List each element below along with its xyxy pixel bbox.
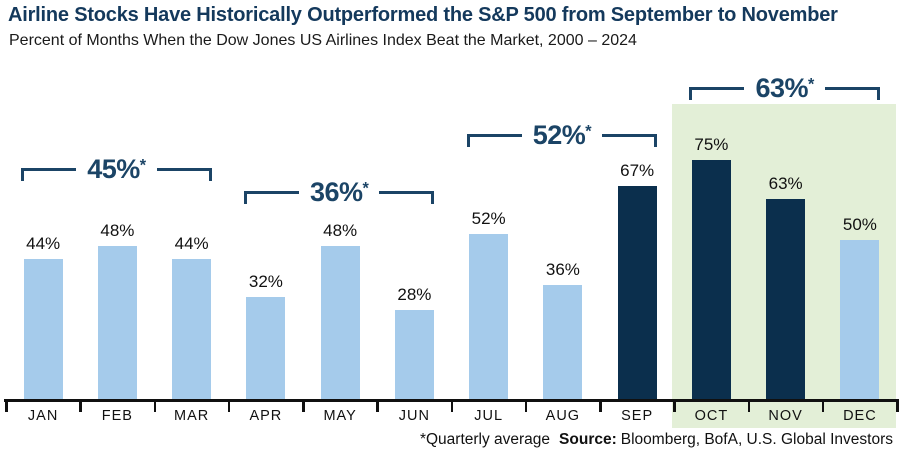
x-axis-tick [524, 399, 528, 412]
bracket-end-left [466, 133, 470, 147]
bracket-line [21, 167, 77, 171]
quarter-average-label-q2: 36%* [309, 176, 369, 207]
x-axis-label-sep: SEP [621, 408, 654, 424]
x-axis-tick [673, 399, 676, 412]
bar-value-label-may: 48% [323, 221, 358, 240]
x-axis-tick [747, 399, 750, 412]
bracket-line [602, 133, 658, 137]
footnote-text: *Quarterly average [419, 431, 551, 448]
x-axis-tick [821, 399, 825, 412]
quarter-average-label-q3: 52%* [532, 119, 592, 150]
x-axis-label-jun: JUN [398, 408, 430, 424]
quarter-bracket-q4: 63%* [689, 72, 880, 104]
x-axis-label-jul: JUL [474, 408, 504, 424]
bar-jul [469, 234, 509, 399]
x-axis-label-jan: JAN [27, 408, 59, 424]
bracket-line [243, 190, 299, 194]
x-axis-tick [450, 399, 453, 412]
x-axis-tick [376, 399, 379, 412]
bar-apr [246, 297, 286, 399]
x-axis-label-feb: FEB [101, 408, 133, 424]
bar-jun [394, 310, 434, 399]
bar-value-label-oct: 75% [694, 135, 729, 154]
bar-value-label-apr: 32% [248, 272, 283, 291]
bar-may [320, 246, 360, 399]
bar-value-label-aug: 36% [545, 260, 580, 279]
bracket-end-right [876, 86, 880, 100]
x-axis-label-oct: OCT [694, 408, 729, 424]
bar-value-label-jun: 28% [397, 285, 432, 304]
bar-value-label-sep: 67% [620, 161, 655, 180]
bracket-end-left [243, 190, 247, 204]
x-axis-tick [227, 399, 231, 412]
bracket-end-left [689, 86, 693, 100]
x-axis-label-aug: AUG [545, 408, 581, 424]
bracket-end-right [208, 167, 212, 181]
chart-subtitle: Percent of Months When the Dow Jones US … [9, 32, 637, 49]
x-axis-label-apr: APR [249, 408, 283, 424]
x-axis-tick [153, 399, 156, 412]
bar-sep [617, 186, 657, 399]
bar-jan [23, 259, 63, 399]
x-axis-label-dec: DEC [843, 408, 877, 424]
bar-value-label-jul: 52% [471, 209, 506, 228]
bracket-end-right [654, 133, 658, 147]
x-axis-tick [896, 399, 899, 412]
quarter-average-label-q1: 45%* [87, 153, 146, 184]
bracket-end-left [21, 167, 25, 181]
chart-title: Airline Stocks Have Historically Outperf… [8, 4, 838, 26]
bar-value-label-dec: 50% [842, 215, 877, 234]
bracket-line [466, 133, 522, 137]
source-text: Bloomberg, BofA, U.S. Global Investors [620, 431, 893, 448]
bar-dec [840, 240, 880, 399]
bracket-line [156, 167, 212, 171]
x-axis-tick [79, 399, 82, 412]
bar-nov [766, 199, 806, 399]
source-label: Source: [559, 431, 617, 448]
bracket-line [689, 86, 745, 90]
bracket-line [824, 86, 880, 90]
quarter-bracket-q3: 52%* [466, 119, 658, 151]
x-axis-tick [599, 399, 602, 412]
bar-aug [543, 285, 583, 399]
x-axis-label-nov: NOV [768, 408, 803, 424]
footer: *Quarterly average Source: Bloomberg, BofA… [420, 431, 893, 449]
bar-feb [97, 246, 137, 399]
bar-value-label-mar: 44% [174, 234, 209, 253]
quarter-bracket-q1: 45%* [21, 153, 212, 185]
bar-value-label-feb: 48% [100, 221, 135, 240]
bracket-line [379, 190, 435, 194]
quarter-average-label-q4: 63%* [755, 72, 814, 103]
x-axis-label-may: MAY [323, 408, 357, 424]
bar-mar [172, 259, 212, 399]
bracket-end-right [431, 190, 435, 204]
quarter-bracket-q2: 36%* [243, 176, 435, 208]
x-axis-tick [302, 399, 305, 412]
bar-value-label-jan: 44% [26, 234, 61, 253]
bar-value-label-nov: 63% [768, 174, 803, 193]
x-axis-label-mar: MAR [174, 408, 210, 424]
x-axis-tick [5, 399, 8, 412]
bar-oct [691, 160, 731, 399]
